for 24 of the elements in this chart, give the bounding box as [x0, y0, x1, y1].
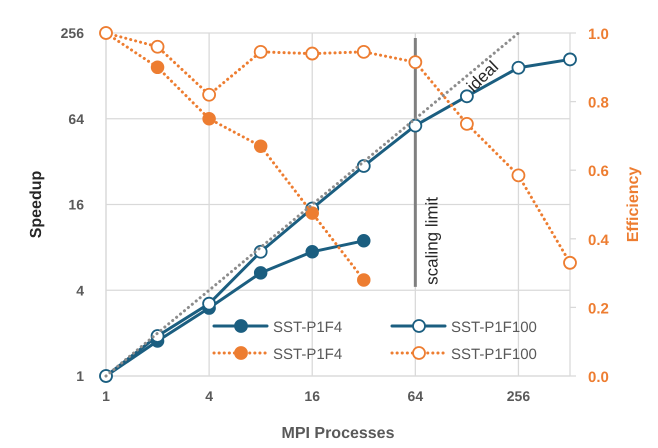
- x-axis-title: MPI Processes: [282, 425, 395, 442]
- y2-tick-label: 0.6: [588, 163, 609, 180]
- x-tick-label: 256: [506, 388, 530, 404]
- y2-tick-label: 0.0: [588, 369, 609, 386]
- y-tick-label: 64: [68, 110, 84, 127]
- y2-tick-label: 0.8: [588, 94, 609, 112]
- x-tick-label: 1: [102, 388, 110, 404]
- y2-tick-label: 0.4: [588, 232, 610, 249]
- ref-line-label: scaling limit: [422, 196, 442, 285]
- y-tick-label: 256: [60, 25, 84, 41]
- y2-axis-title: Efficiency: [625, 166, 642, 242]
- y-axis-title: Speedup: [28, 170, 45, 238]
- y-tick-label: 4: [76, 282, 84, 298]
- legend-label: SST-P1F100: [451, 319, 537, 336]
- legend-label: SST-P1F100: [451, 346, 537, 363]
- y2-tick-label: 1.0: [588, 26, 609, 43]
- x-tick-label: 4: [205, 388, 214, 404]
- y-tick-label: 1: [76, 368, 84, 384]
- legend-label: SST-P1F4: [273, 346, 342, 363]
- x-tick-label: 16: [304, 388, 320, 404]
- x-tick-label: 64: [408, 388, 424, 404]
- y2-tick-label: 0.2: [588, 300, 609, 318]
- legend-label: SST-P1F4: [273, 319, 342, 336]
- y-tick-label: 16: [68, 196, 84, 212]
